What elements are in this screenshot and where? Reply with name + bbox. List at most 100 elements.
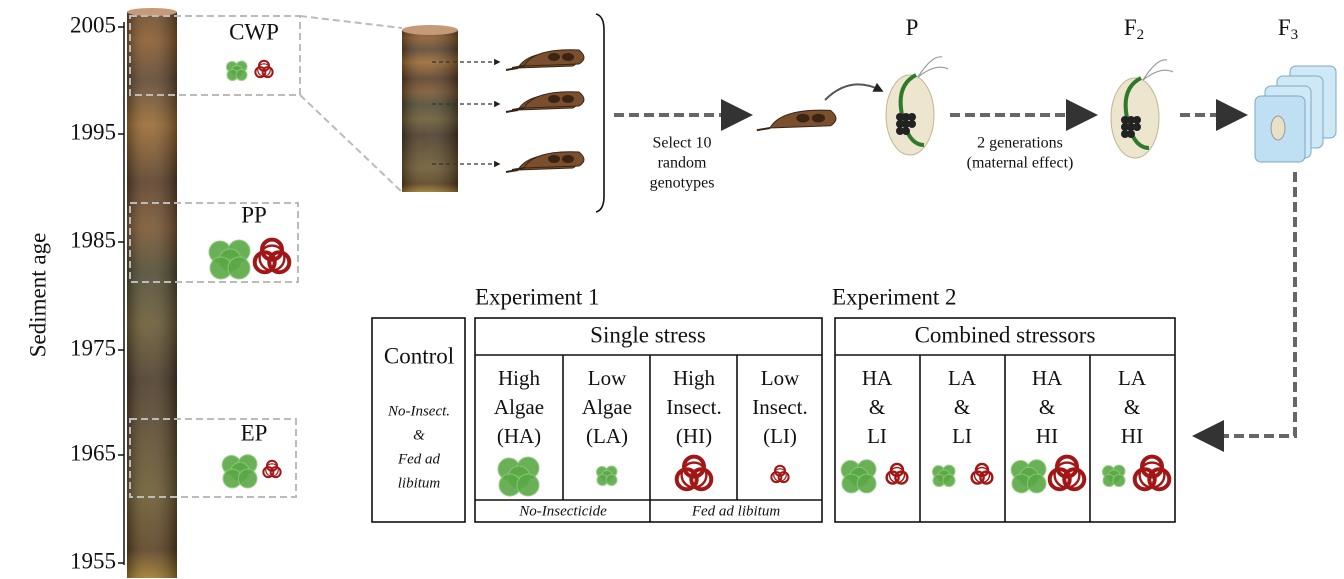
bracket — [595, 13, 605, 213]
control-note: & — [413, 427, 425, 443]
condition-label: HI — [1036, 424, 1058, 448]
condition-label: (LA) — [586, 424, 628, 448]
biohazard-lobe — [1147, 467, 1172, 492]
biohazard-lobe — [1047, 467, 1072, 492]
biohazard-icon — [1132, 454, 1172, 492]
biohazard-icon — [770, 464, 790, 484]
ephippium-egg — [548, 95, 560, 103]
condition-label: & — [1124, 395, 1140, 419]
ephippium-tail — [756, 127, 771, 132]
biohazard-icon — [970, 462, 994, 485]
biohazard-lobe — [979, 470, 994, 485]
biohazard-lobe — [262, 466, 275, 479]
condition-label: Algae — [494, 395, 544, 419]
daphnia — [885, 56, 949, 156]
selection-note: genotypes — [650, 175, 715, 192]
ephippium-egg — [548, 53, 560, 61]
axis-tick-label: 1965 — [70, 440, 116, 465]
core-shade — [127, 12, 177, 578]
algae-icon — [931, 464, 956, 488]
biohazard-lobe — [885, 470, 900, 485]
ephippium-egg — [562, 53, 574, 61]
biohazard-lobe — [894, 470, 909, 485]
slice-top — [402, 25, 458, 35]
daphnia-egg — [1121, 116, 1129, 124]
condition-label: Insect. — [666, 395, 721, 419]
daphnia-antenna — [1142, 59, 1174, 81]
control-note: No-Insect. — [387, 403, 450, 419]
biohazard-lobe — [261, 66, 274, 79]
biohazard-lobe — [267, 250, 292, 275]
condition-label: & — [954, 395, 970, 419]
arrow — [1192, 172, 1297, 452]
biohazard-ring — [1138, 461, 1166, 489]
ephippium-tail — [511, 65, 525, 69]
experiment-title: Experiment 2 — [832, 284, 957, 309]
core-top — [127, 8, 177, 16]
biohazard-icon — [252, 237, 292, 275]
axis-tick-label: 1955 — [70, 548, 116, 573]
condition-label: LA — [1118, 366, 1147, 390]
algae-cell — [1026, 473, 1047, 494]
period-box — [129, 202, 299, 283]
axis-tick-label: 1985 — [70, 227, 116, 252]
condition-label: HA — [1032, 366, 1063, 390]
biohazard-lobe — [254, 66, 267, 79]
daphnia-egg — [1133, 123, 1141, 131]
algae-icon — [497, 456, 540, 497]
control-note: libitum — [398, 475, 441, 491]
generation-name: F — [1278, 15, 1291, 40]
biohazard-ring — [1053, 461, 1081, 489]
daphnia-egg — [902, 120, 910, 128]
biohazard-ring — [773, 468, 787, 482]
experiment-title: Experiment 1 — [475, 284, 600, 309]
ephippium-egg — [562, 155, 574, 163]
ephippium — [511, 151, 585, 171]
generation-label: F3 — [1278, 15, 1298, 43]
generation-label: F2 — [1124, 15, 1144, 43]
daphnia — [1110, 59, 1174, 159]
daphnia-egg — [1127, 116, 1135, 124]
algae-cell — [856, 473, 877, 494]
algae-cell — [237, 468, 258, 489]
condition-label: HA — [862, 366, 893, 390]
biohazard-center — [691, 472, 697, 478]
axis-tick-label: 1975 — [70, 335, 116, 360]
biohazard-lobe — [252, 250, 277, 275]
ephippium-egg — [562, 95, 574, 103]
condition-label: Low — [761, 366, 800, 390]
daphnia-egg — [902, 127, 910, 135]
daphnia-egg — [902, 113, 910, 121]
footer-label: No-Insecticide — [518, 503, 607, 519]
biohazard-icon — [1047, 454, 1087, 492]
generation-sub: 3 — [1291, 27, 1299, 43]
biohazard-lobe — [674, 467, 699, 492]
experiment-header: Combined stressors — [915, 322, 1096, 347]
ephippium-egg — [548, 155, 560, 163]
condition-label: & — [1039, 395, 1055, 419]
biohazard-ring — [257, 63, 271, 77]
ephippium — [756, 109, 837, 132]
algae-icon — [840, 459, 877, 494]
algae-icon — [226, 60, 248, 81]
period-label: CWP — [229, 19, 279, 44]
axis-tick-label: 1995 — [70, 119, 116, 144]
ephippium — [511, 49, 585, 69]
control-note: Fed ad — [397, 451, 441, 467]
experiment-header: Single stress — [590, 322, 706, 347]
algae-cell — [1112, 473, 1126, 488]
axis-label: Sediment age — [25, 233, 50, 358]
biohazard-ring — [680, 461, 708, 489]
biohazard-lobe — [1062, 467, 1087, 492]
biohazard-center — [980, 473, 984, 477]
ephippium-tail — [511, 107, 525, 111]
control-box — [371, 317, 466, 523]
experiment-box — [474, 317, 823, 523]
generation-name: F — [1124, 15, 1137, 40]
algae-icon — [1101, 464, 1126, 488]
condition-label: Algae — [582, 395, 632, 419]
period-box — [129, 418, 297, 498]
biohazard-center — [895, 473, 899, 477]
biohazard-ring — [888, 466, 906, 484]
